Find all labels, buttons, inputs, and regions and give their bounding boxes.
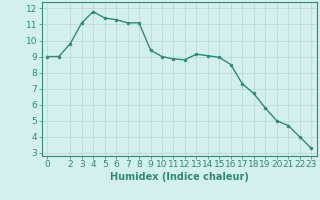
X-axis label: Humidex (Indice chaleur): Humidex (Indice chaleur) — [110, 172, 249, 182]
